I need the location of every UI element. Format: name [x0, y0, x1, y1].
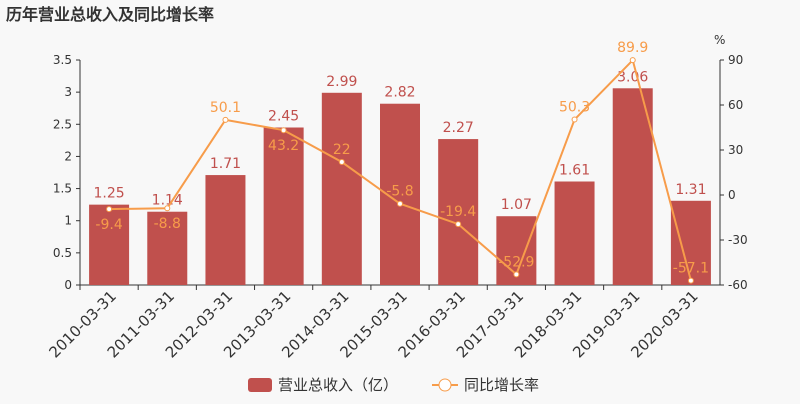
bar-label: 1.31 [675, 182, 706, 198]
y-left-tick-label: 1.5 [53, 182, 72, 196]
bar [612, 88, 653, 286]
bar [89, 204, 130, 285]
bar [147, 211, 188, 285]
line-point [338, 159, 345, 165]
bar-label: 2.45 [268, 109, 299, 125]
line-label: -8.8 [154, 216, 181, 232]
bar-label: 1.61 [559, 163, 590, 179]
line-point [164, 205, 171, 212]
line-label: 50.1 [210, 100, 241, 116]
bar-label: 2.27 [443, 120, 474, 136]
y-right-tick-label: -30 [728, 233, 748, 247]
legend-bar-swatch [248, 378, 272, 392]
y-left-tick-label: 0 [64, 278, 72, 292]
line-point [571, 116, 578, 123]
bar-label: 1.07 [501, 197, 532, 213]
y-right-tick-label: 60 [728, 98, 743, 112]
bar [321, 92, 362, 286]
line-point [106, 206, 113, 213]
line-point [687, 277, 694, 284]
line-point [280, 127, 287, 134]
bar [438, 139, 479, 285]
legend-bar-label: 营业总收入（亿） [278, 376, 398, 394]
bar-label: 1.25 [94, 186, 125, 202]
line-point [397, 200, 403, 207]
y-left-tick-label: 1 [64, 214, 72, 228]
line-label: -52.9 [498, 254, 534, 270]
bar-label: 1.71 [210, 156, 241, 172]
line-label: 50.3 [559, 100, 590, 116]
bar [205, 175, 246, 285]
chart-title: 历年营业总收入及同比增长率 [6, 5, 214, 24]
y-right-label: % [714, 33, 725, 47]
y-left-tick-label: 0.5 [53, 246, 72, 260]
legend-line-label: 同比增长率 [464, 376, 539, 394]
bar [263, 127, 304, 285]
y-left-tick-label: 2.5 [53, 117, 72, 131]
line-label: 89.9 [617, 40, 648, 56]
line-point [455, 221, 462, 228]
line-label: -5.8 [386, 184, 413, 200]
y-right-tick-label: -60 [728, 278, 748, 292]
line-label: 43.2 [268, 138, 299, 154]
bar [670, 200, 711, 285]
line-label: 22 [333, 142, 351, 158]
y-left-tick-label: 2 [64, 149, 72, 163]
bar [554, 181, 595, 285]
line-point [629, 57, 636, 64]
legend-line-marker [438, 378, 452, 392]
line-label: -57.1 [673, 261, 709, 277]
line-point [222, 116, 229, 123]
line-label: -9.4 [95, 217, 122, 233]
y-right-tick-label: 0 [728, 188, 736, 202]
bar-label: 3.06 [617, 69, 648, 85]
y-left-tick-label: 3.5 [53, 53, 72, 67]
y-right-tick-label: 90 [728, 53, 743, 67]
bar-label: 2.99 [326, 74, 357, 90]
y-left-tick-label: 3 [64, 85, 72, 99]
line-point [513, 271, 520, 278]
line-label: -19.4 [440, 204, 476, 220]
bar-label: 2.82 [384, 85, 415, 101]
y-right-tick-label: 30 [728, 143, 743, 157]
